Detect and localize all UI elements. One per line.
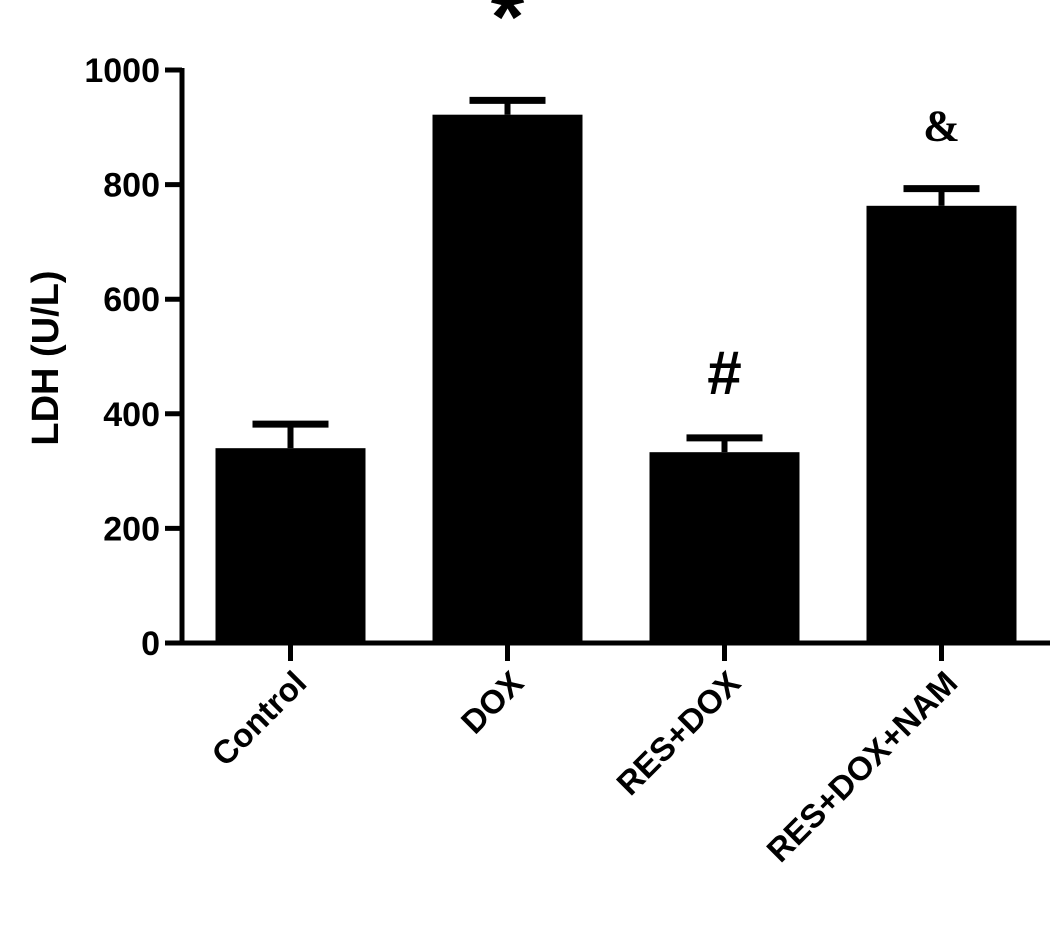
- bar: [432, 114, 583, 644]
- category-label: DOX: [454, 664, 531, 741]
- x-axis: [180, 640, 1050, 661]
- error-bars: [252, 96, 980, 453]
- y-tick-label: 1000: [84, 52, 160, 90]
- significance-marker: #: [707, 339, 741, 408]
- significance-annotations: * # &: [491, 0, 960, 408]
- y-tick-label: 0: [141, 625, 160, 663]
- significance-marker: &: [923, 102, 960, 151]
- significance-marker: *: [491, 0, 525, 65]
- bars: [215, 114, 1017, 644]
- category-label: Control: [204, 664, 313, 773]
- y-axis-title: LDH (U/L): [25, 270, 67, 445]
- bar: [866, 205, 1017, 643]
- y-tick-label: 800: [103, 167, 160, 205]
- bar: [215, 448, 366, 643]
- category-label: RES+DOX: [609, 664, 747, 802]
- category-labels: Control DOX RES+DOX RES+DOX+NAM: [204, 664, 964, 869]
- y-tick-label: 400: [103, 396, 160, 434]
- bar: [649, 452, 800, 643]
- category-label: RES+DOX+NAM: [759, 664, 964, 869]
- y-tick-label: 600: [103, 281, 160, 319]
- y-axis: 0 200 400 600 800 1000: [84, 52, 185, 663]
- y-tick-label: 200: [103, 510, 160, 548]
